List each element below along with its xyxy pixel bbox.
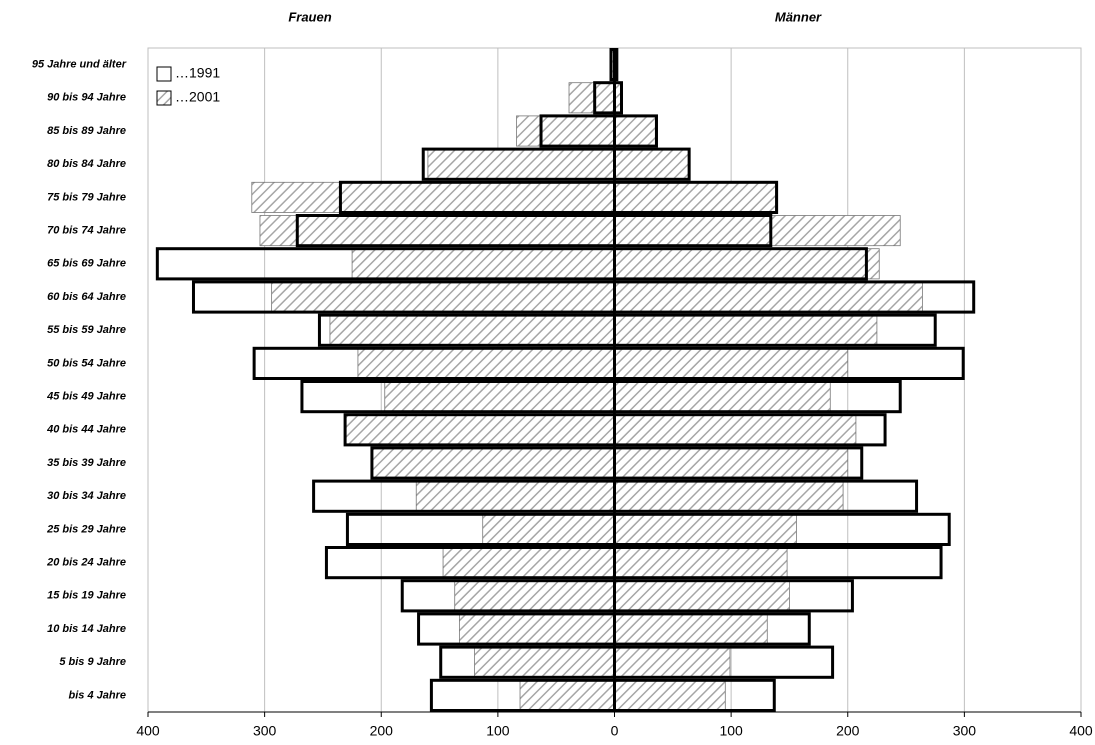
bar (427, 148, 615, 180)
y-tick-label: 85 bis 89 Jahre (47, 125, 126, 137)
legend-swatch (156, 66, 172, 82)
bar (357, 347, 615, 379)
y-tick-label: 60 bis 64 Jahre (47, 291, 126, 303)
x-tick-label: 400 (136, 723, 160, 739)
bar (351, 248, 615, 280)
y-tick-label: 95 Jahre und älter (32, 59, 127, 71)
bar (614, 347, 849, 379)
bar (458, 613, 615, 645)
legend-label: …2001 (175, 89, 220, 105)
bar (271, 281, 615, 313)
bar (415, 480, 615, 512)
x-tick-label: 300 (953, 723, 977, 739)
y-tick-label: 5 bis 9 Jahre (59, 656, 126, 668)
x-tick-label: 300 (253, 723, 277, 739)
left-title: Frauen (288, 9, 331, 24)
bar (614, 381, 831, 413)
y-tick-label: 70 bis 74 Jahre (47, 225, 126, 237)
y-tick-label: 90 bis 94 Jahre (47, 92, 126, 104)
legend-swatch (156, 90, 172, 106)
y-tick-label: 75 bis 79 Jahre (47, 191, 126, 203)
bar (614, 181, 776, 213)
y-tick-label: 35 bis 39 Jahre (47, 457, 126, 469)
bar (442, 547, 615, 579)
bar (614, 248, 880, 280)
bar (474, 646, 615, 678)
bar (614, 679, 726, 711)
bar (384, 381, 615, 413)
bar (482, 513, 615, 545)
y-tick-label: 50 bis 54 Jahre (47, 357, 126, 369)
y-tick-label: bis 4 Jahre (69, 689, 126, 701)
bar (614, 447, 849, 479)
y-tick-label: 30 bis 34 Jahre (47, 490, 126, 502)
bar (614, 646, 731, 678)
legend-label: …1991 (175, 65, 220, 81)
y-tick-label: 65 bis 69 Jahre (47, 258, 126, 270)
bar (614, 281, 923, 313)
x-tick-label: 200 (370, 723, 394, 739)
bar (454, 580, 615, 612)
bar (614, 547, 788, 579)
bar (519, 679, 615, 711)
bar (516, 115, 615, 147)
bar (614, 148, 690, 180)
bar (329, 314, 615, 346)
y-tick-label: 20 bis 24 Jahre (46, 557, 126, 569)
bar (614, 414, 857, 446)
y-tick-label: 55 bis 59 Jahre (47, 324, 126, 336)
bar (251, 181, 615, 213)
x-tick-label: 100 (719, 723, 743, 739)
bar (344, 414, 615, 446)
bar (371, 447, 615, 479)
y-tick-label: 25 bis 29 Jahre (46, 523, 126, 535)
y-tick-label: 15 bis 19 Jahre (47, 590, 126, 602)
bar (568, 82, 615, 114)
x-tick-label: 200 (836, 723, 860, 739)
y-tick-label: 10 bis 14 Jahre (47, 623, 126, 635)
bar (614, 215, 901, 247)
x-tick-label: 400 (1069, 723, 1093, 739)
y-tick-label: 80 bis 84 Jahre (47, 158, 126, 170)
bar (614, 580, 790, 612)
bar (614, 115, 656, 147)
x-tick-label: 100 (486, 723, 510, 739)
bar (614, 513, 797, 545)
bar (614, 480, 844, 512)
y-tick-label: 40 bis 44 Jahre (46, 424, 126, 436)
bar (259, 215, 615, 247)
bar (614, 314, 878, 346)
x-tick-label: 0 (611, 723, 619, 739)
bar (614, 613, 768, 645)
right-title: Männer (775, 9, 822, 24)
y-tick-label: 45 bis 49 Jahre (46, 391, 126, 403)
